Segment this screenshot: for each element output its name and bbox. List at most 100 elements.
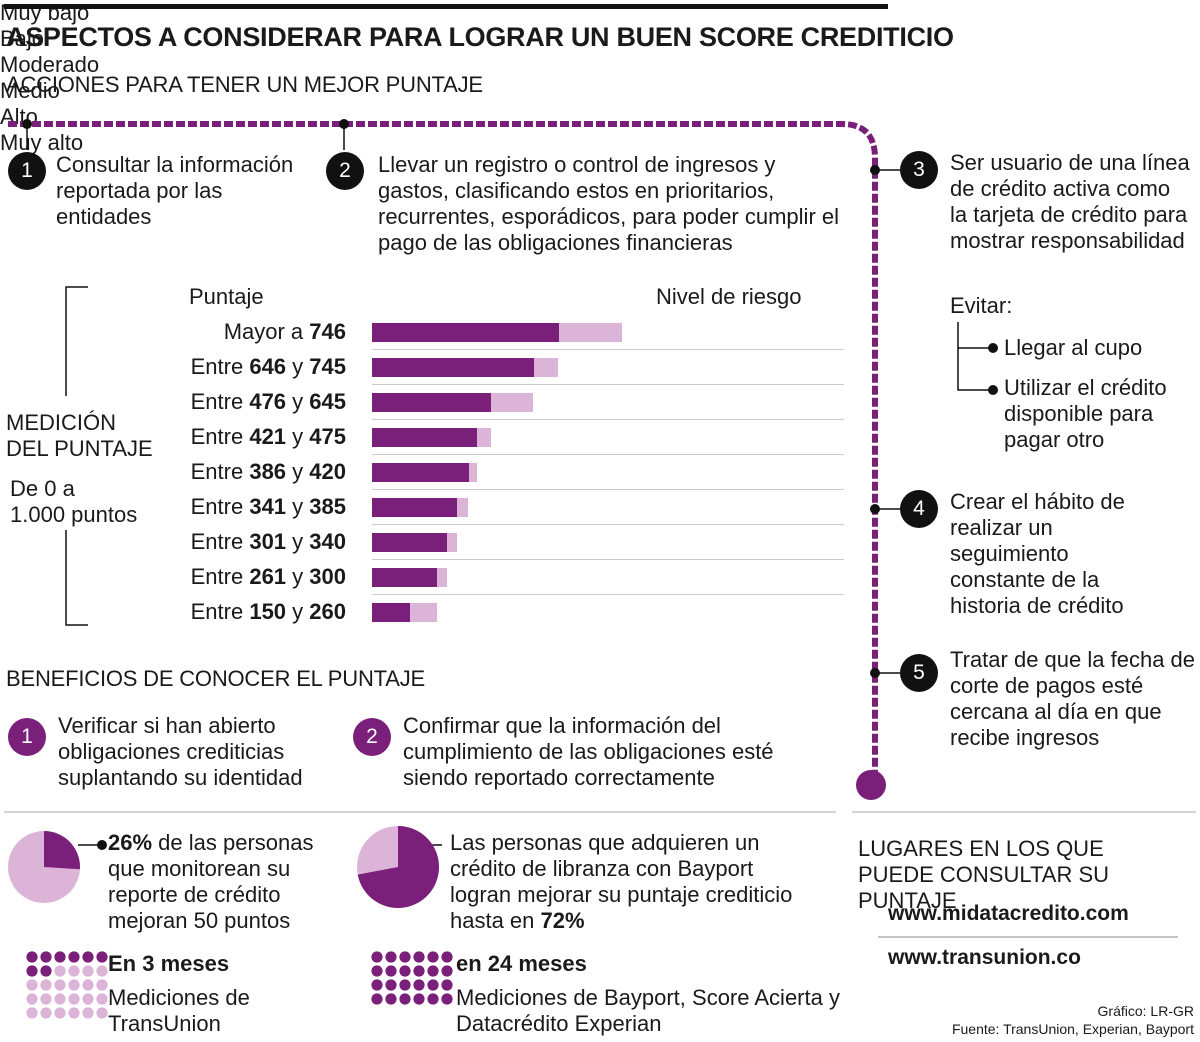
action-3-text: Ser usuario de una línea de crédito acti… xyxy=(950,150,1190,253)
dot-1-30 xyxy=(96,1007,108,1019)
measurement-label-2: DEL PUNTAJE xyxy=(6,436,153,461)
action-5-text: Tratar de que la fecha de corte de pagos… xyxy=(950,647,1196,750)
range-low: 746 xyxy=(309,319,346,344)
avoid-title: Evitar: xyxy=(950,293,1013,318)
range-prefix: Entre xyxy=(190,424,250,449)
dot-1-26 xyxy=(40,1007,52,1019)
bar-min-7 xyxy=(372,532,448,552)
stat-1-text: 26% de las personas que monitorean su re… xyxy=(108,830,348,934)
range-high: 420 xyxy=(309,459,346,484)
dot-1-3 xyxy=(54,951,66,963)
benefit-2-text: Confirmar que la información del cumplim… xyxy=(403,713,774,790)
score-range-label-5: Entre 386 y 420 xyxy=(191,459,346,485)
stat-2-percent: 72% xyxy=(540,908,585,933)
range-high: 340 xyxy=(309,529,346,554)
dot-2-24 xyxy=(441,993,453,1005)
avoid-dot-2 xyxy=(988,385,998,395)
bar-min-6 xyxy=(372,497,458,517)
measurement-range-2: 1.000 puntos xyxy=(10,502,138,527)
row-divider-6 xyxy=(372,524,844,525)
dot-1-23 xyxy=(82,993,94,1005)
stat-1-source: Mediciones de TransUnion xyxy=(108,985,250,1036)
row-divider-4 xyxy=(372,454,844,455)
dot-1-1 xyxy=(26,951,38,963)
dot-2-21 xyxy=(399,993,411,1005)
dot-1-28 xyxy=(68,1007,80,1019)
stat-2-text: Las personas que adquieren un crédito de… xyxy=(450,830,795,934)
dot-1-22 xyxy=(68,993,80,1005)
dot-1-17 xyxy=(82,979,94,991)
dot-1-11 xyxy=(82,965,94,977)
range-prefix: Entre xyxy=(190,564,250,589)
credit-source: Fuente: TransUnion, Experian, Bayport xyxy=(951,1021,1194,1037)
row-divider-3 xyxy=(372,419,844,420)
url-midatacredito[interactable]: www.midatacredito.com xyxy=(888,902,1129,925)
range-low: 421 xyxy=(249,424,287,449)
stat-1-period: En 3 meses xyxy=(108,951,230,976)
dot-2-4 xyxy=(413,951,425,963)
dot-1-21 xyxy=(54,993,66,1005)
range-low: 150 xyxy=(249,599,287,624)
range-low: 301 xyxy=(249,529,287,554)
dot-1-14 xyxy=(40,979,52,991)
benefit-1-number: 1 xyxy=(8,718,46,756)
range-high: 475 xyxy=(309,424,346,449)
dot-1-13 xyxy=(26,979,38,991)
bar-min-9 xyxy=(372,602,410,622)
pie-1-slice xyxy=(44,831,80,870)
dot-2-13 xyxy=(371,979,383,991)
page-title: ASPECTOS A CONSIDERAR PARA LOGRAR UN BUE… xyxy=(6,22,954,52)
dot-2-15 xyxy=(399,979,411,991)
dot-1-16 xyxy=(68,979,80,991)
measurement-range-1: De 0 a xyxy=(10,476,75,501)
url-transunion[interactable]: www.transunion.co xyxy=(888,946,1081,969)
dot-2-9 xyxy=(399,965,411,977)
dot-1-7 xyxy=(26,965,38,977)
bar-min-4 xyxy=(372,427,478,447)
range-low: 476 xyxy=(249,389,287,414)
avoid-item-1: Llegar al cupo xyxy=(1004,335,1143,360)
action-4-number: 4 xyxy=(900,490,938,528)
benefit-2-number: 2 xyxy=(353,718,391,756)
stat-1-percent: 26% xyxy=(108,830,153,855)
dot-2-11 xyxy=(427,965,439,977)
score-range-label-9: Entre 150 y 260 xyxy=(191,599,346,625)
dot-1-20 xyxy=(40,993,52,1005)
dot-2-12 xyxy=(441,965,453,977)
dot-2-23 xyxy=(427,993,439,1005)
dot-1-24 xyxy=(96,993,108,1005)
chart-header-score: Puntaje xyxy=(189,284,264,309)
dot-2-16 xyxy=(413,979,425,991)
action-1-text: Consultar la información reportada por l… xyxy=(56,152,294,229)
top-rule xyxy=(4,4,888,9)
range-sep: y xyxy=(286,459,310,484)
range-low: 341 xyxy=(249,494,287,519)
range-prefix: Entre xyxy=(190,529,250,554)
dot-2-19 xyxy=(371,993,383,1005)
range-prefix: Mayor a xyxy=(223,319,310,344)
range-high: 745 xyxy=(309,354,346,379)
range-low: 386 xyxy=(249,459,287,484)
range-sep: y xyxy=(286,599,310,624)
action-4-text: Crear el hábito de realizar un seguimien… xyxy=(950,489,1125,618)
range-prefix: Entre xyxy=(190,494,250,519)
timeline-path xyxy=(8,121,878,778)
row-divider-8 xyxy=(372,594,844,595)
credit-graphic: Gráfico: LR-GR xyxy=(1097,1003,1194,1019)
range-prefix: Entre xyxy=(190,354,250,379)
dot-1-12 xyxy=(96,965,108,977)
score-chart: Mayor a 746 Entre 646 y 745 Entre 476 y 64… xyxy=(0,0,1200,624)
risk-level-4: Medio xyxy=(0,78,60,103)
dot-2-1 xyxy=(371,951,383,963)
dot-2-6 xyxy=(441,951,453,963)
range-prefix: Entre xyxy=(190,599,250,624)
range-sep: y xyxy=(286,494,310,519)
chart-header-risk: Nivel de riesgo xyxy=(656,284,802,309)
dot-1-10 xyxy=(68,965,80,977)
dot-2-18 xyxy=(441,979,453,991)
score-range-label-6: Entre 341 y 385 xyxy=(191,494,346,520)
range-high: 645 xyxy=(309,389,346,414)
dot-1-2 xyxy=(40,951,52,963)
range-sep: y xyxy=(286,354,310,379)
